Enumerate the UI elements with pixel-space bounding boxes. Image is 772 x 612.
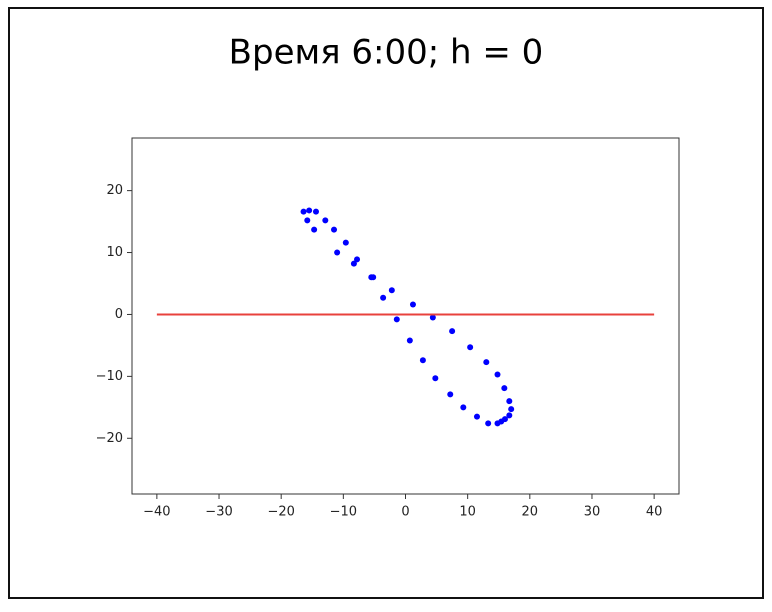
- point: [380, 294, 387, 301]
- point: [342, 239, 349, 246]
- point: [508, 406, 515, 413]
- point: [506, 412, 513, 419]
- point: [331, 226, 338, 233]
- x-tick-label: 0: [401, 505, 409, 520]
- point: [409, 301, 416, 308]
- x-tick-label: 30: [584, 505, 601, 520]
- point: [447, 391, 454, 398]
- x-tick-label: 20: [522, 505, 539, 520]
- point: [393, 316, 400, 323]
- point: [501, 385, 508, 392]
- point: [350, 260, 357, 267]
- point: [419, 357, 426, 364]
- point: [494, 371, 501, 378]
- y-tick-label: 20: [106, 183, 123, 198]
- point: [406, 337, 413, 344]
- point: [429, 314, 436, 321]
- point: [312, 208, 319, 215]
- point: [306, 207, 313, 214]
- y-tick-label: 0: [115, 307, 123, 322]
- point: [449, 328, 456, 335]
- point: [370, 274, 377, 281]
- point: [304, 217, 311, 224]
- point: [498, 418, 505, 425]
- plot-area: [131, 137, 680, 495]
- point: [334, 249, 341, 256]
- y-tick-label: −10: [96, 369, 123, 384]
- x-tick-label: −40: [143, 505, 170, 520]
- point: [354, 256, 361, 263]
- point: [506, 398, 513, 405]
- point: [300, 208, 307, 215]
- x-tick-label: −20: [267, 505, 294, 520]
- point: [322, 217, 329, 224]
- point: [485, 420, 492, 427]
- point: [311, 226, 318, 233]
- point: [460, 404, 467, 411]
- x-tick-label: −30: [205, 505, 232, 520]
- chart-title: Время 6:00; h = 0: [229, 33, 544, 73]
- point: [432, 375, 439, 382]
- y-tick-label: −20: [96, 431, 123, 446]
- x-tick-label: 40: [646, 505, 663, 520]
- y-tick-label: 10: [106, 245, 123, 260]
- x-tick-label: −10: [330, 505, 357, 520]
- x-tick-label: 10: [459, 505, 476, 520]
- point: [467, 344, 474, 351]
- point: [483, 359, 490, 366]
- point: [473, 413, 480, 420]
- point: [388, 287, 395, 294]
